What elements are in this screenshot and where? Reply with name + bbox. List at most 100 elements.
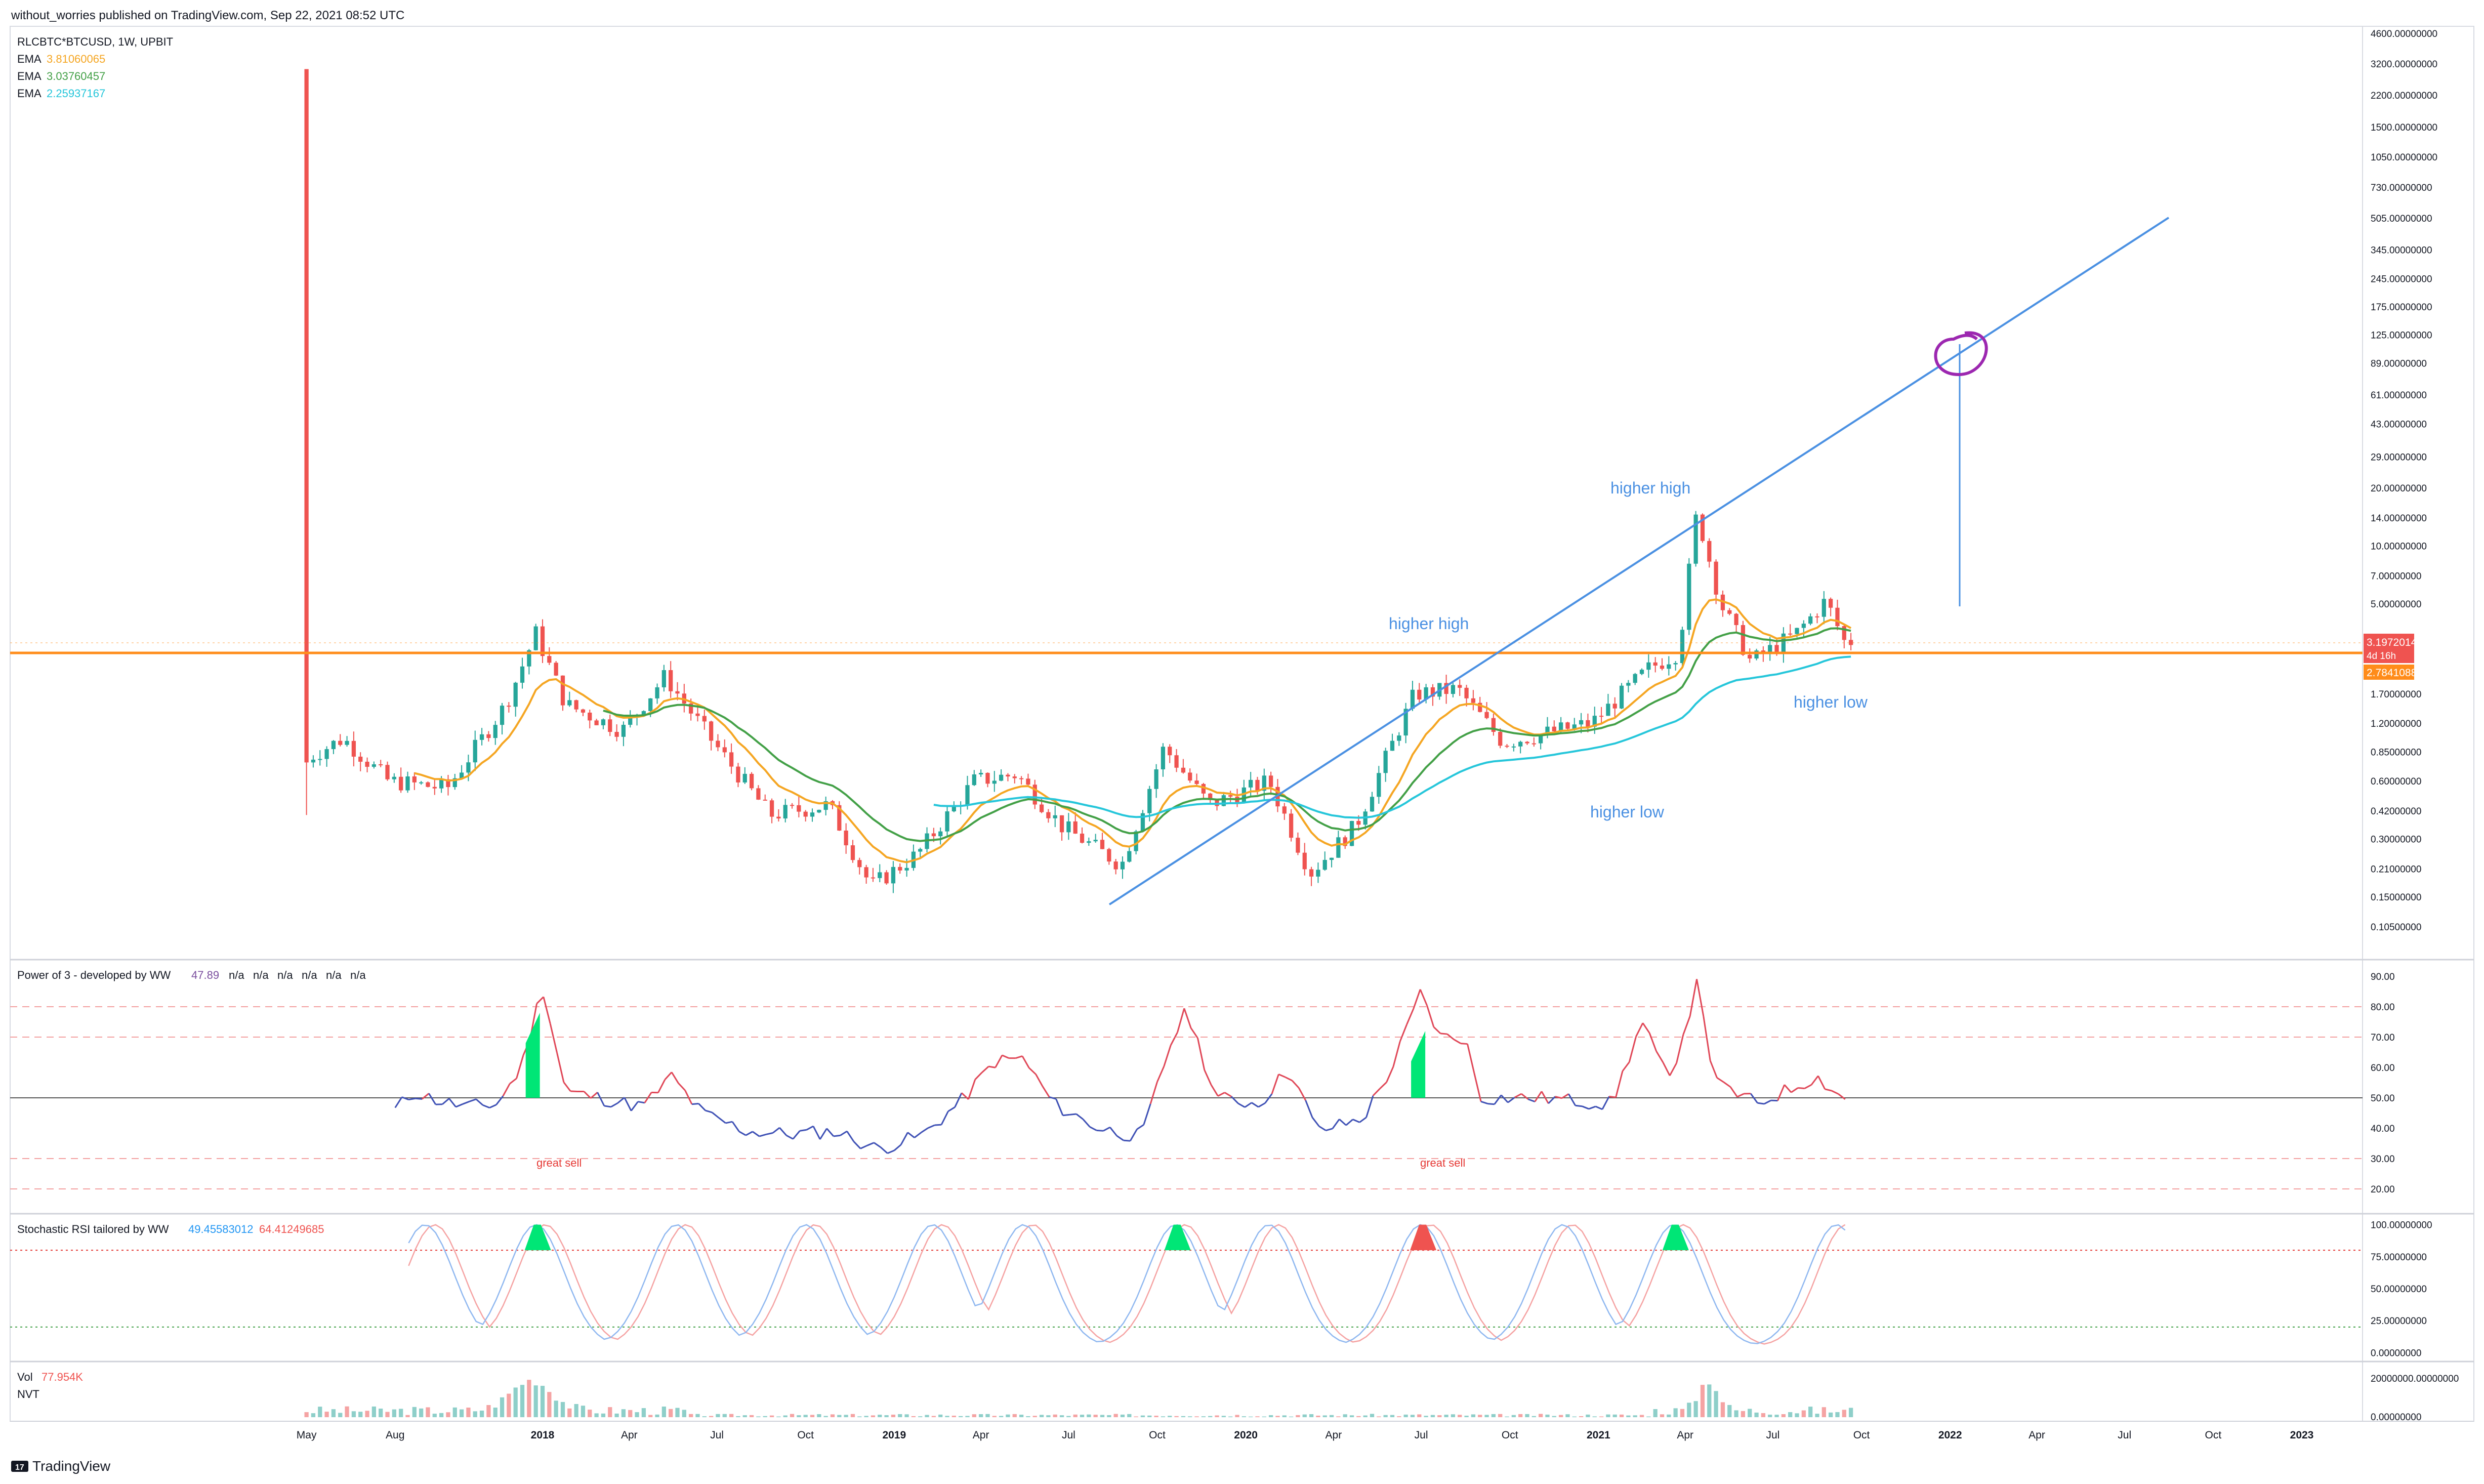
candle-body [823,801,828,810]
stoch-rsi-k-value: 49.45583012 [188,1223,253,1235]
candle-body [722,747,727,753]
p3-line-segment [981,1065,989,1074]
p3-line-segment [442,1098,450,1105]
candle-body [884,872,889,884]
volume-title[interactable]: Vol [17,1371,33,1383]
candle-body [1673,663,1678,665]
volume-bar [1397,1416,1401,1417]
p3-line-segment [1454,1039,1461,1044]
p3-line-segment [1190,1027,1198,1039]
candle-body [311,759,316,763]
volume-bar [945,1416,949,1417]
candle-body [1201,784,1206,794]
p3-line-segment [1386,1066,1394,1083]
candle-body [776,816,781,819]
ema-50-line[interactable] [933,655,1851,819]
candle-body [1066,821,1071,833]
volume-bar [830,1414,835,1417]
p3-line-segment [1568,1093,1576,1106]
candle-body [1127,851,1132,862]
srsi-signal-fill [524,1224,551,1251]
power-of-3-title[interactable]: Power of 3 - developed by WW [17,969,171,981]
candle-body [540,626,545,656]
p3-line-segment [873,1142,882,1148]
volume-bar [1761,1413,1766,1417]
p3-y-tick: 60.00 [2371,1063,2395,1074]
ema-3-label[interactable]: EMA [17,87,42,100]
candle-body [844,831,848,846]
y-tick-label: 14.00000000 [2371,513,2427,524]
p3-line-segment [1082,1119,1091,1128]
stoch-rsi-title[interactable]: Stochastic RSI tailored by WW [17,1223,169,1235]
volume-bar [1714,1391,1718,1417]
y-tick-label: 10.00000000 [2371,542,2427,552]
volume-bar [972,1414,976,1417]
volume-bar [1377,1416,1381,1417]
p3-line-segment [1777,1084,1786,1101]
p3-line-segment [914,1132,922,1138]
target-circle-annotation[interactable] [1934,331,1988,377]
volume-bar [405,1415,410,1417]
p3-line-segment [833,1134,841,1137]
candle-body [763,799,767,801]
p3-line-segment [448,1098,457,1107]
p3-line-segment [1156,1066,1165,1083]
p3-line-segment [638,1101,645,1104]
ema-21-line[interactable] [603,627,1851,842]
candle-body [1505,746,1509,747]
ema-10-line[interactable] [414,598,1852,863]
candle-body [1046,812,1051,818]
ema-2-label[interactable]: EMA [17,70,42,83]
volume-bar [1019,1415,1024,1417]
x-tick-label: Apr [973,1429,989,1441]
y-tick-label: 1.70000000 [2371,689,2421,700]
volume-bar [1194,1416,1199,1417]
ema-1-label[interactable]: EMA [17,53,42,65]
p3-line-segment [1541,1091,1549,1104]
volume-bar [1174,1416,1179,1417]
volume-bar [1424,1416,1428,1417]
volume-bar [1046,1415,1051,1417]
p3-line-segment [1676,1034,1684,1063]
volume-bar [588,1410,592,1417]
p3-line-segment [624,1097,632,1111]
volume-bar [918,1416,923,1417]
volume-bar [938,1414,943,1417]
candle-body [1660,666,1665,669]
p3-line-segment [1426,1005,1435,1027]
candle-body [695,713,700,716]
candle-body [938,831,943,837]
candle-body [1848,640,1853,645]
p3-line-segment [617,1097,625,1104]
p3-line-segment [1561,1093,1569,1099]
tradingview-logo[interactable]: 17 TradingView [11,1458,111,1474]
candle-body [803,811,808,817]
candle-body [1039,804,1044,812]
volume-bar [655,1414,659,1417]
tradingview-logo-icon [11,1461,28,1472]
volume-bar [1437,1415,1442,1417]
x-tick-label: Jul [1415,1429,1428,1441]
x-tick-label: Oct [2205,1429,2222,1441]
y-tick-label: 2200.00000000 [2371,91,2437,101]
ascending-trendline[interactable] [1108,217,2170,905]
candle-body [641,711,646,715]
candle-body [412,776,417,782]
volume-bar [1619,1414,1624,1417]
volume-bar [1012,1414,1017,1417]
p3-line-segment [1217,1092,1225,1097]
p3-line-segment [940,1110,949,1125]
p3-line-segment [840,1130,848,1136]
candle-body [689,703,693,714]
candle-body [628,716,633,725]
volume-bar [1221,1416,1226,1417]
candle-body [1511,746,1516,748]
y-tick-label: 0.60000000 [2371,776,2421,787]
p3-line-segment [1480,1100,1488,1105]
symbol-label[interactable]: RLCBTC*BTCUSD, 1W, UPBIT [17,35,173,48]
volume-bar [641,1408,646,1417]
volume-bar [1053,1414,1057,1417]
candle-body [452,778,457,788]
candle-body [1188,772,1192,781]
p3-y-tick: 80.00 [2371,1002,2395,1013]
